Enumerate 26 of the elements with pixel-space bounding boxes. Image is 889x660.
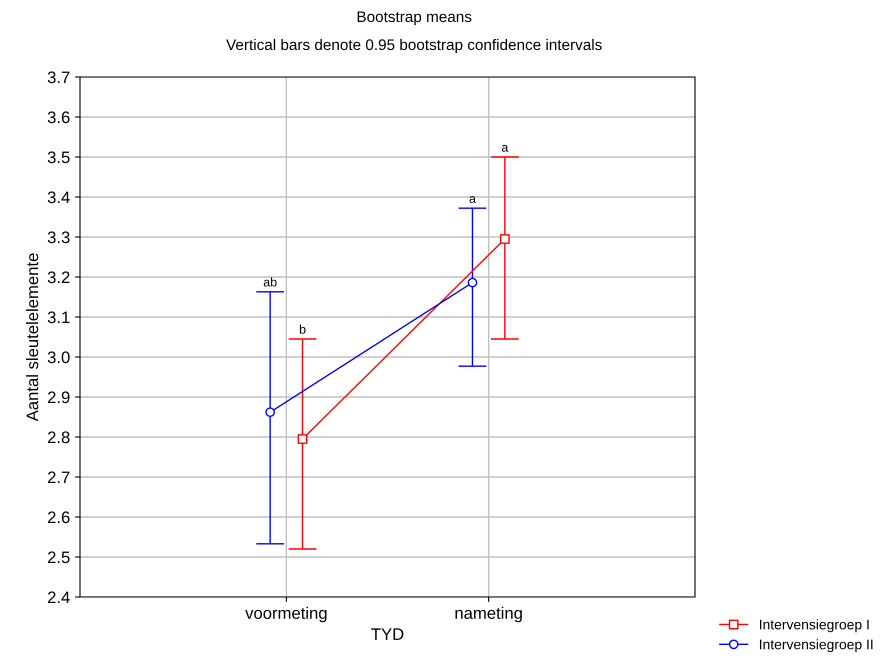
y-tick-label: 2.7 — [48, 471, 70, 484]
y-tick-label: 3.7 — [48, 71, 70, 84]
y-axis-title: Aantal sleutelelemente — [26, 253, 38, 422]
y-tick-label: 3.3 — [48, 231, 70, 244]
chart-title: Bootstrap means — [358, 11, 472, 26]
y-tick-label: 3.2 — [48, 271, 70, 284]
y-tick-label: 3.4 — [48, 191, 70, 204]
x-tick-label: voormeting — [245, 606, 326, 622]
legend-label: Intervensiegroep I — [760, 619, 869, 632]
chart-subtitle: Vertical bars denote 0.95 bootstrap confidence intervals — [226, 38, 602, 54]
y-tick-label: 2.6 — [48, 511, 70, 524]
y-tick-label: 2.4 — [48, 591, 70, 604]
y-tick-label: 3.6 — [48, 111, 70, 124]
annotation: b — [300, 324, 306, 334]
annotation: a — [502, 144, 508, 152]
x-axis-title: TYD — [371, 628, 404, 640]
annotation: a — [470, 196, 476, 203]
annotation: ab — [264, 277, 277, 287]
x-tick-label: nameting — [455, 606, 522, 622]
y-tick-label: 3.1 — [48, 311, 70, 324]
y-tick-label: 2.9 — [48, 391, 70, 404]
y-tick-label: 2.8 — [48, 431, 70, 444]
y-tick-label: 2.5 — [48, 551, 70, 564]
y-tick-label: 3.0 — [48, 351, 70, 364]
legend-label: Intervensiegroep II — [760, 639, 872, 652]
y-tick-label: 3.5 — [48, 151, 70, 164]
